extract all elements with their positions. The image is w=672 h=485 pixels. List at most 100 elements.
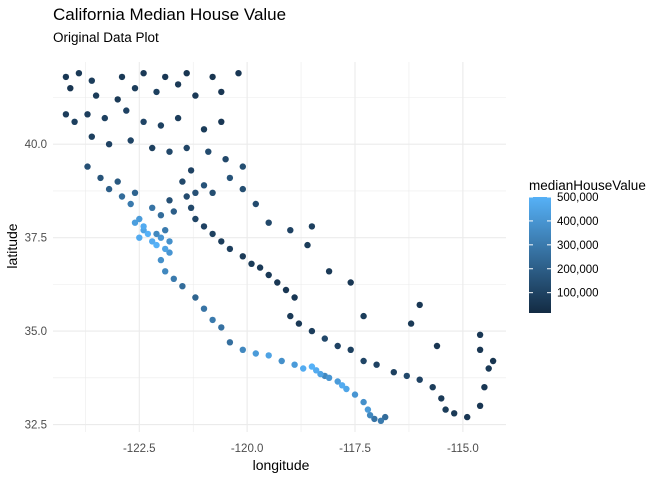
data-point (274, 279, 281, 286)
y-tick-label: 40.0 (25, 139, 47, 151)
data-point (407, 320, 415, 327)
legend-tick-label: 400,000 (557, 216, 599, 228)
data-point (433, 342, 441, 350)
data-point (489, 357, 497, 365)
data-point (464, 413, 471, 421)
data-point (88, 133, 96, 140)
data-point (153, 230, 160, 238)
data-point (140, 223, 147, 230)
data-point (187, 204, 195, 211)
data-point (127, 137, 134, 144)
data-point (218, 324, 225, 331)
data-point (256, 264, 264, 271)
data-point (308, 363, 316, 370)
data-point (321, 335, 328, 342)
data-point (166, 197, 173, 204)
data-point (476, 331, 484, 338)
data-point (403, 372, 410, 380)
data-point (360, 312, 367, 320)
data-point (71, 118, 78, 126)
data-point (239, 346, 246, 353)
data-point (153, 241, 160, 249)
data-point (174, 114, 182, 122)
legend-tick-label: 100,000 (557, 288, 599, 300)
data-point (209, 73, 216, 81)
data-point (62, 73, 70, 81)
data-point (317, 370, 324, 378)
data-point (105, 185, 113, 193)
data-point (118, 73, 126, 81)
data-point (390, 369, 397, 376)
data-point (101, 114, 109, 122)
data-point (92, 92, 100, 99)
data-point (166, 249, 173, 256)
legend-ticks: 100,000 200,000 300,000 400,000 500,000 (529, 192, 599, 300)
data-point (442, 406, 449, 413)
data-point (209, 316, 216, 324)
data-point (174, 81, 182, 88)
data-point (118, 193, 126, 200)
data-point (226, 339, 234, 346)
data-point (481, 384, 488, 391)
data-points (62, 70, 497, 424)
data-point (131, 219, 139, 226)
data-point (157, 122, 165, 129)
data-point (278, 357, 285, 365)
data-point (291, 294, 298, 301)
data-point (347, 346, 354, 353)
y-axis-label: latitude (4, 223, 20, 268)
data-point (136, 215, 143, 223)
legend-title: medianHouseValue (529, 178, 646, 193)
y-tick-label: 32.5 (25, 420, 47, 432)
data-point (166, 148, 173, 155)
x-axis-label: longitude (253, 457, 310, 473)
data-point (377, 417, 385, 424)
data-point (222, 156, 229, 163)
data-point (239, 253, 246, 260)
data-point (192, 189, 199, 196)
data-point (416, 376, 423, 383)
data-point (140, 70, 147, 77)
data-point (183, 144, 190, 152)
data-point (382, 413, 389, 421)
legend-tick-label: 500,000 (557, 192, 599, 204)
data-point (226, 245, 234, 253)
data-point (291, 361, 298, 368)
data-point (308, 327, 316, 335)
data-point (265, 271, 272, 279)
chart-subtitle: Original Data Plot (53, 30, 159, 45)
data-point (149, 238, 156, 245)
data-point (149, 144, 156, 152)
data-point (131, 189, 139, 196)
data-point (205, 148, 212, 155)
chart-title: California Median House Value (53, 5, 286, 24)
data-point (438, 395, 445, 402)
data-point (179, 283, 186, 290)
data-point (170, 208, 177, 215)
data-point (153, 88, 160, 96)
data-point (347, 279, 354, 286)
data-point (131, 85, 139, 92)
data-point (218, 238, 225, 245)
data-point (300, 365, 307, 372)
data-point (162, 245, 169, 253)
data-point (429, 384, 436, 391)
data-point (360, 357, 367, 365)
data-point (200, 223, 208, 230)
data-point (265, 352, 272, 359)
y-axis-ticks: 32.5 35.0 37.5 40.0 (25, 139, 47, 431)
data-point (192, 294, 199, 301)
data-point (162, 268, 169, 275)
data-point (149, 204, 156, 211)
data-point (226, 174, 234, 182)
data-point (84, 111, 91, 118)
data-point (192, 92, 199, 99)
data-point (105, 141, 113, 148)
data-point (351, 391, 359, 398)
data-point (144, 230, 152, 238)
data-point (187, 167, 195, 174)
y-tick-label: 37.5 (25, 233, 47, 245)
data-point (343, 385, 350, 393)
data-point (248, 260, 255, 267)
